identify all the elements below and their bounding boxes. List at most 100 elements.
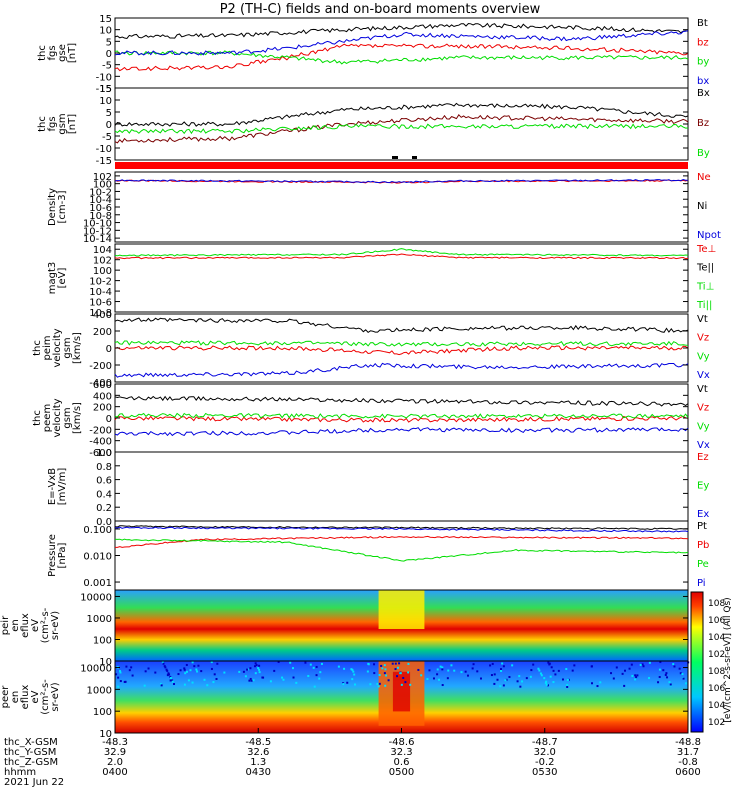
peir-spectrogram-ylabel: peir (0, 615, 11, 635)
peem-velocity-ytick-label: -200 (89, 425, 112, 436)
peer-spectrogram-speckle (566, 678, 569, 681)
fgs-gse-legend-2: by (697, 57, 709, 68)
peer-spectrogram-speckle (400, 683, 403, 686)
peer-spectrogram-speckle (119, 680, 122, 683)
peem-velocity-series-Vx (114, 427, 689, 437)
pressure-legend-2: Pe (697, 559, 709, 570)
colorbar-tick: 106 (708, 616, 725, 626)
peim-velocity-ytick-label: 200 (93, 327, 112, 338)
xaxis-row-label: 2021 Jun 22 (4, 777, 64, 788)
peer-spectrogram-speckle (662, 669, 665, 672)
peer-spectrogram-speckle (254, 672, 257, 675)
density-ylabel: [cm-3] (57, 190, 68, 223)
density-ytick-label: 10-2 (89, 187, 112, 198)
peem-velocity-ytick-label: -400 (89, 437, 112, 448)
peer-spectrogram-speckle (546, 684, 549, 687)
peer-spectrogram-speckle (304, 661, 307, 664)
peir-spectrogram-ylabel: thc (0, 618, 1, 634)
peer-spectrogram-speckle (213, 673, 216, 676)
efield-ytick-label: 0.6 (96, 476, 112, 487)
peir-spectrogram-ylabel: eV (30, 619, 41, 632)
peim-velocity-series-Vz (114, 345, 689, 356)
peer-spectrogram-speckle (490, 674, 493, 677)
peer-spectrogram-speckle (244, 675, 247, 678)
peer-spectrogram-speckle (447, 669, 450, 672)
peer-spectrogram-speckle (383, 664, 386, 667)
peer-spectrogram-speckle (489, 664, 492, 667)
xtick-label: -48.3 (102, 737, 128, 748)
peer-spectrogram-burst-core (392, 671, 411, 712)
peem-velocity-ytick-label: 600 (93, 380, 112, 391)
peer-spectrogram-speckle (354, 683, 357, 686)
peer-spectrogram-speckle (566, 684, 569, 687)
peer-spectrogram-speckle (548, 663, 551, 666)
peer-spectrogram-speckle (250, 679, 253, 682)
peer-spectrogram-speckle (337, 665, 340, 668)
peer-spectrogram-speckle (161, 661, 164, 664)
peer-spectrogram-speckle (441, 668, 444, 671)
peer-spectrogram-speckle (547, 661, 550, 664)
peer-spectrogram-speckle (169, 675, 172, 678)
density-ytick-label: 102 (93, 172, 112, 183)
density-ytick-label: 10-14 (83, 234, 112, 245)
fgs-gse-series-Bt (114, 22, 689, 40)
peer-spectrogram-speckle (438, 678, 441, 681)
fgs-gse-ylabel: [nT] (67, 43, 78, 63)
peer-spectrogram-speckle (257, 667, 260, 670)
peer-spectrogram-speckle (505, 678, 508, 681)
peer-spectrogram-speckle (119, 670, 122, 673)
peer-spectrogram-speckle (678, 667, 681, 670)
peer-spectrogram-ylabel: en (10, 691, 21, 704)
peir-spectrogram-ytick-label: 10000 (80, 592, 112, 603)
peer-spectrogram-speckle (537, 667, 540, 670)
colorbar-tick: 108 (708, 667, 725, 677)
status-mark (412, 156, 417, 159)
temperature-ytick-label: 10-2 (89, 277, 112, 288)
peer-spectrogram-speckle (154, 671, 157, 674)
peer-spectrogram-speckle (543, 677, 546, 680)
temperature-legend-3: Ti|| (696, 300, 712, 311)
peer-spectrogram-speckle (538, 669, 541, 672)
peer-spectrogram-speckle (428, 669, 431, 672)
fgs-gsm-ylabel: gsm (57, 113, 68, 134)
fgs-gsm-ytick-label: -10 (96, 144, 112, 155)
peer-spectrogram-speckle (530, 669, 533, 672)
peer-spectrogram-speckle (173, 683, 176, 686)
peer-spectrogram-speckle (206, 684, 209, 687)
colorbar-tick: 104 (708, 633, 725, 643)
peer-spectrogram-speckle (502, 684, 505, 687)
peer-spectrogram-speckle (610, 672, 613, 675)
peer-spectrogram-speckle (493, 682, 496, 685)
peer-spectrogram-ylabel: (cm²-s- (40, 679, 51, 715)
efield-legend-0: Ez (697, 452, 709, 463)
peer-spectrogram-speckle (519, 685, 522, 688)
peer-spectrogram-ylabel: thc (0, 689, 1, 705)
peer-spectrogram-speckle (313, 685, 316, 688)
peer-spectrogram-speckle (387, 679, 390, 682)
colorbar (690, 591, 704, 733)
peer-spectrogram-speckle (378, 674, 381, 677)
peim-velocity-legend-3: Vx (697, 370, 710, 381)
peer-spectrogram-speckle (367, 662, 370, 665)
peer-spectrogram-speckle (163, 665, 166, 668)
peer-spectrogram-speckle (342, 683, 345, 686)
peer-spectrogram-speckle (343, 667, 346, 670)
peim-velocity-ytick-label: -400 (89, 378, 112, 389)
peer-spectrogram-speckle (312, 666, 315, 669)
peer-spectrogram-speckle (269, 680, 272, 683)
peim-velocity-series-Vy (114, 340, 689, 347)
peer-spectrogram-speckle (672, 663, 675, 666)
xtick-label: 32.3 (390, 747, 412, 758)
peem-velocity-legend-1: Vz (697, 403, 709, 414)
peer-spectrogram-speckle (540, 674, 543, 677)
peim-velocity-legend-0: Vt (697, 314, 708, 325)
xaxis-row-label: thc_Z-GSM (4, 757, 58, 768)
peer-spectrogram-speckle (549, 675, 552, 678)
efield-ytick-label: 0.4 (96, 489, 112, 500)
xaxis-row-label: thc_Y-GSM (4, 747, 56, 758)
peem-velocity-ytick-label: 200 (93, 403, 112, 414)
colorbar-label: [eV/(cm^2-s-sr-eV)] (All Qs) (723, 597, 733, 722)
fgs-gsm-ylabel: fgs (47, 116, 58, 131)
peir-spectrogram-ytick-label: 1000 (87, 614, 112, 625)
temperature-ytick-label: 10-8 (89, 308, 112, 319)
